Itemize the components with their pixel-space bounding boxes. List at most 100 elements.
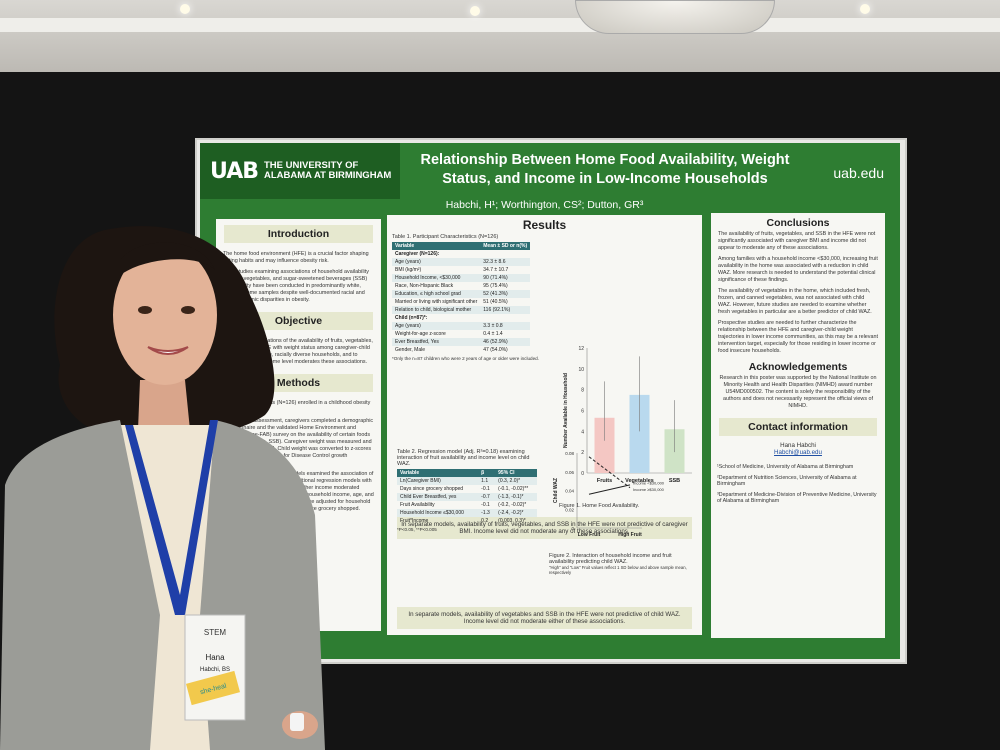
x-tick-label: Low Fruit bbox=[578, 532, 601, 538]
series-line bbox=[588, 456, 631, 489]
figure2-svg: 0 0.02 0.04 0.06 0.08 Low Fruit High Fruit Inco… bbox=[553, 451, 665, 538]
conclusions-heading: Conclusions bbox=[766, 217, 830, 229]
table-cell: Education, ≤ high school grad bbox=[392, 290, 481, 298]
y-tick-label: 4 bbox=[581, 429, 584, 435]
bar bbox=[594, 417, 615, 473]
table-cell: 0.4 ± 1.4 bbox=[483, 331, 503, 337]
table-cell: 1.1 bbox=[478, 477, 496, 485]
table-cell: Days since grocery shopped bbox=[400, 486, 464, 492]
table-cell: Age (years) bbox=[392, 258, 481, 266]
table2-block: Table 2. Regression model (Adj. R²=0.18)… bbox=[392, 447, 542, 534]
uab-logo-name-line1: THE UNIVERSITY OF bbox=[263, 160, 359, 171]
bar bbox=[629, 394, 650, 473]
conclusion-4: Prospective studies are needed to furthe… bbox=[718, 320, 878, 354]
table-row: Race, Non-Hispanic Black 95 (75.4%) bbox=[392, 282, 530, 290]
y-axis-label: Number Available in Household bbox=[563, 373, 569, 448]
uab-logo: UAB THE UNIVERSITY OF ALABAMA AT BIRMING… bbox=[200, 143, 400, 199]
table-cell bbox=[480, 250, 530, 258]
y-tick-label: 10 bbox=[578, 367, 584, 373]
acknowledgements-heading: Acknowledgements bbox=[748, 361, 848, 373]
results-column: Results Table 1. Participant Characteris… bbox=[387, 215, 702, 635]
table-header: 95% CI bbox=[495, 469, 537, 477]
table-cell: Ever Breastfed, Yes bbox=[392, 338, 481, 346]
ceiling-light bbox=[180, 4, 190, 14]
table-cell: Age (years) bbox=[392, 322, 481, 330]
table-header: Variable bbox=[392, 242, 481, 250]
affiliation-3: ³Department of Medicine-Division of Prev… bbox=[717, 491, 877, 505]
figure2-caption: Figure 2. Interaction of household incom… bbox=[549, 553, 672, 565]
contact-heading: Contact information bbox=[719, 418, 877, 436]
table-cell: Ln(Caregiver BMI) bbox=[397, 477, 479, 485]
lanyard bbox=[125, 420, 218, 615]
ceiling-beam bbox=[0, 18, 1000, 32]
table-cell: Fruit Availability bbox=[400, 502, 435, 508]
objective-text: To examine associations of the availabil… bbox=[223, 338, 373, 365]
introduction-text-2: Prior studies examining associations of … bbox=[223, 269, 369, 303]
regression-table: Variable β 95% CI Ln(Caregiver BMI) 1.1 (0.3,… bbox=[397, 469, 537, 525]
table-cell: -0.7 bbox=[478, 493, 496, 501]
table-row: Gender, Male 47 (54.0%) bbox=[392, 346, 530, 354]
table-cell: Fruit*Income bbox=[400, 518, 429, 524]
affiliations: ¹School of Medicine, University of Alaba… bbox=[711, 462, 885, 507]
table-cell: 90 (71.4%) bbox=[480, 274, 531, 282]
contact-name: Hana Habchi bbox=[780, 442, 816, 449]
table1-caption: Table 1. Participant Characteristics (N=… bbox=[392, 234, 499, 240]
figure1-caption: Figure 1. Home Food Availability. bbox=[559, 503, 640, 509]
table-cell: -0.1 bbox=[481, 486, 490, 492]
y-tick-label: 0 bbox=[581, 471, 584, 477]
table-header: Mean ± SD or n(%) bbox=[480, 242, 531, 250]
table-cell: Race, Non-Hispanic Black bbox=[395, 283, 454, 289]
table-cell: 0.2 bbox=[481, 518, 489, 524]
poster-authors: Habchi, H¹; Worthington, CS²; Dutton, GR… bbox=[445, 199, 644, 211]
table-row: Married or living with significant other… bbox=[392, 298, 530, 306]
table-row: Fruit*Income 0.2 (0.003, 0.3)* bbox=[397, 517, 537, 525]
table-section-row: Child (n=87)*: bbox=[392, 314, 530, 322]
table-cell: (0.003, 0.3)* bbox=[498, 518, 526, 524]
table-cell: -1.3 bbox=[478, 509, 496, 517]
table1-footnote: *Only the n=87 children who were 2 years… bbox=[392, 356, 539, 361]
table-row: Days since grocery shopped -0.1 (-0.1, -0.… bbox=[397, 485, 537, 493]
table-row: Child Ever Breastfed, yes -0.7 (-1.3, -0.1… bbox=[397, 493, 537, 501]
table-cell: 52 (41.3%) bbox=[480, 290, 531, 298]
y-tick-label: 12 bbox=[578, 346, 584, 352]
x-tick-label: Vegetables bbox=[625, 478, 654, 484]
table-cell: Weight-for-age z-score bbox=[395, 331, 446, 337]
y-tick-label: 0.06 bbox=[565, 470, 574, 475]
blazer-left bbox=[0, 420, 160, 750]
results-note-2: In separate models, availability of vege… bbox=[397, 607, 692, 629]
table-row: Weight-for-age z-score 0.4 ± 1.4 bbox=[392, 330, 530, 338]
left-eye bbox=[138, 306, 152, 314]
uab-logo-mark: UAB bbox=[210, 158, 259, 184]
contact-email[interactable]: Habchi@uab.edu bbox=[774, 449, 822, 456]
table-cell: (0.3, 2.0)* bbox=[495, 477, 537, 485]
table-cell: 116 (92.1%) bbox=[480, 306, 531, 314]
table-row: Age (years) 32.3 ± 8.6 bbox=[392, 258, 531, 266]
x-tick-label: High Fruit bbox=[618, 532, 642, 538]
series-line bbox=[588, 484, 631, 495]
y-axis-label: Child WAZ bbox=[553, 478, 559, 503]
table-cell bbox=[480, 314, 530, 322]
table-row: Ever Breastfed, Yes 46 (52.9%) bbox=[392, 338, 531, 346]
ceiling-light bbox=[470, 6, 480, 16]
figure2-line-chart: 0 0.02 0.04 0.06 0.08 Low Fruit High Fruit Inco… bbox=[549, 443, 697, 575]
face bbox=[113, 245, 217, 385]
table-cell: (-1.3, -0.1)* bbox=[495, 493, 537, 501]
table-row: Ln(Caregiver BMI) 1.1 (0.3, 2.0)* bbox=[397, 477, 537, 485]
badge-brand: STEM bbox=[204, 628, 227, 637]
poster-title-line2: Status, and Income in Low-Income Househo… bbox=[442, 171, 768, 187]
table2-footnote: *P<0.05, **P<0.005 bbox=[397, 527, 437, 532]
acknowledgements-text: Research in this poster was supported by… bbox=[719, 375, 877, 409]
table-row: Relation to child, biological mother 116 … bbox=[392, 306, 531, 314]
table-cell: 95 (75.4%) bbox=[483, 283, 508, 289]
presenter-photo: STEM Hana Habchi, BS she-heal bbox=[0, 226, 325, 750]
table-row: Age (years) 3.3 ± 0.8 bbox=[392, 322, 531, 330]
poster-title-line1: Relationship Between Home Food Availabil… bbox=[420, 152, 790, 168]
introduction-heading: Introduction bbox=[224, 225, 373, 243]
ceiling-light bbox=[860, 4, 870, 14]
table-header: β bbox=[478, 469, 496, 477]
table-row: Fruit Availability -0.1 (-0.2, -0.02)* bbox=[397, 501, 537, 509]
uab-logo-name-line2: ALABAMA AT BIRMINGHAM bbox=[263, 170, 392, 181]
table-row: Household Income, <$30,000 90 (71.4%) bbox=[392, 274, 531, 282]
y-tick-label: 8 bbox=[581, 388, 584, 394]
